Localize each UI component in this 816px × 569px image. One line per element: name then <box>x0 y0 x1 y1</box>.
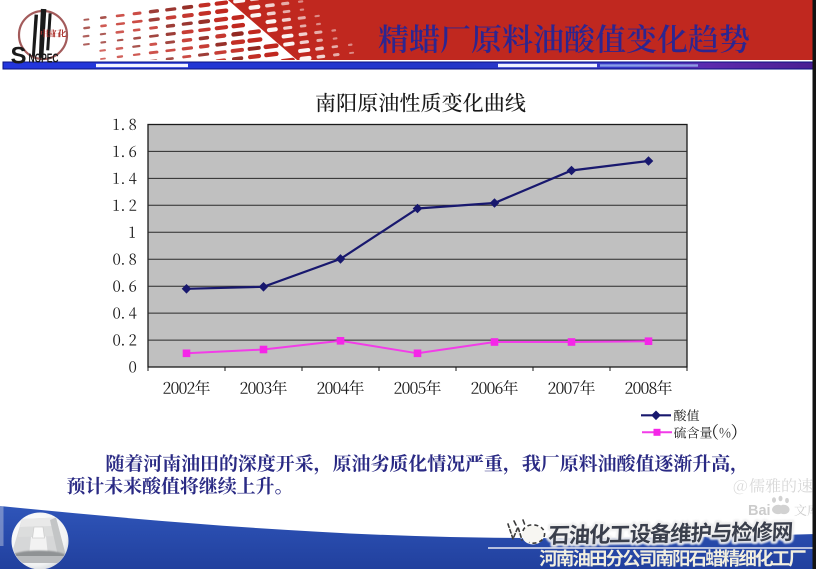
svg-text:Bai: Bai <box>748 503 771 519</box>
svg-text:S: S <box>11 43 27 70</box>
svg-text:NOPEC: NOPEC <box>29 51 59 66</box>
